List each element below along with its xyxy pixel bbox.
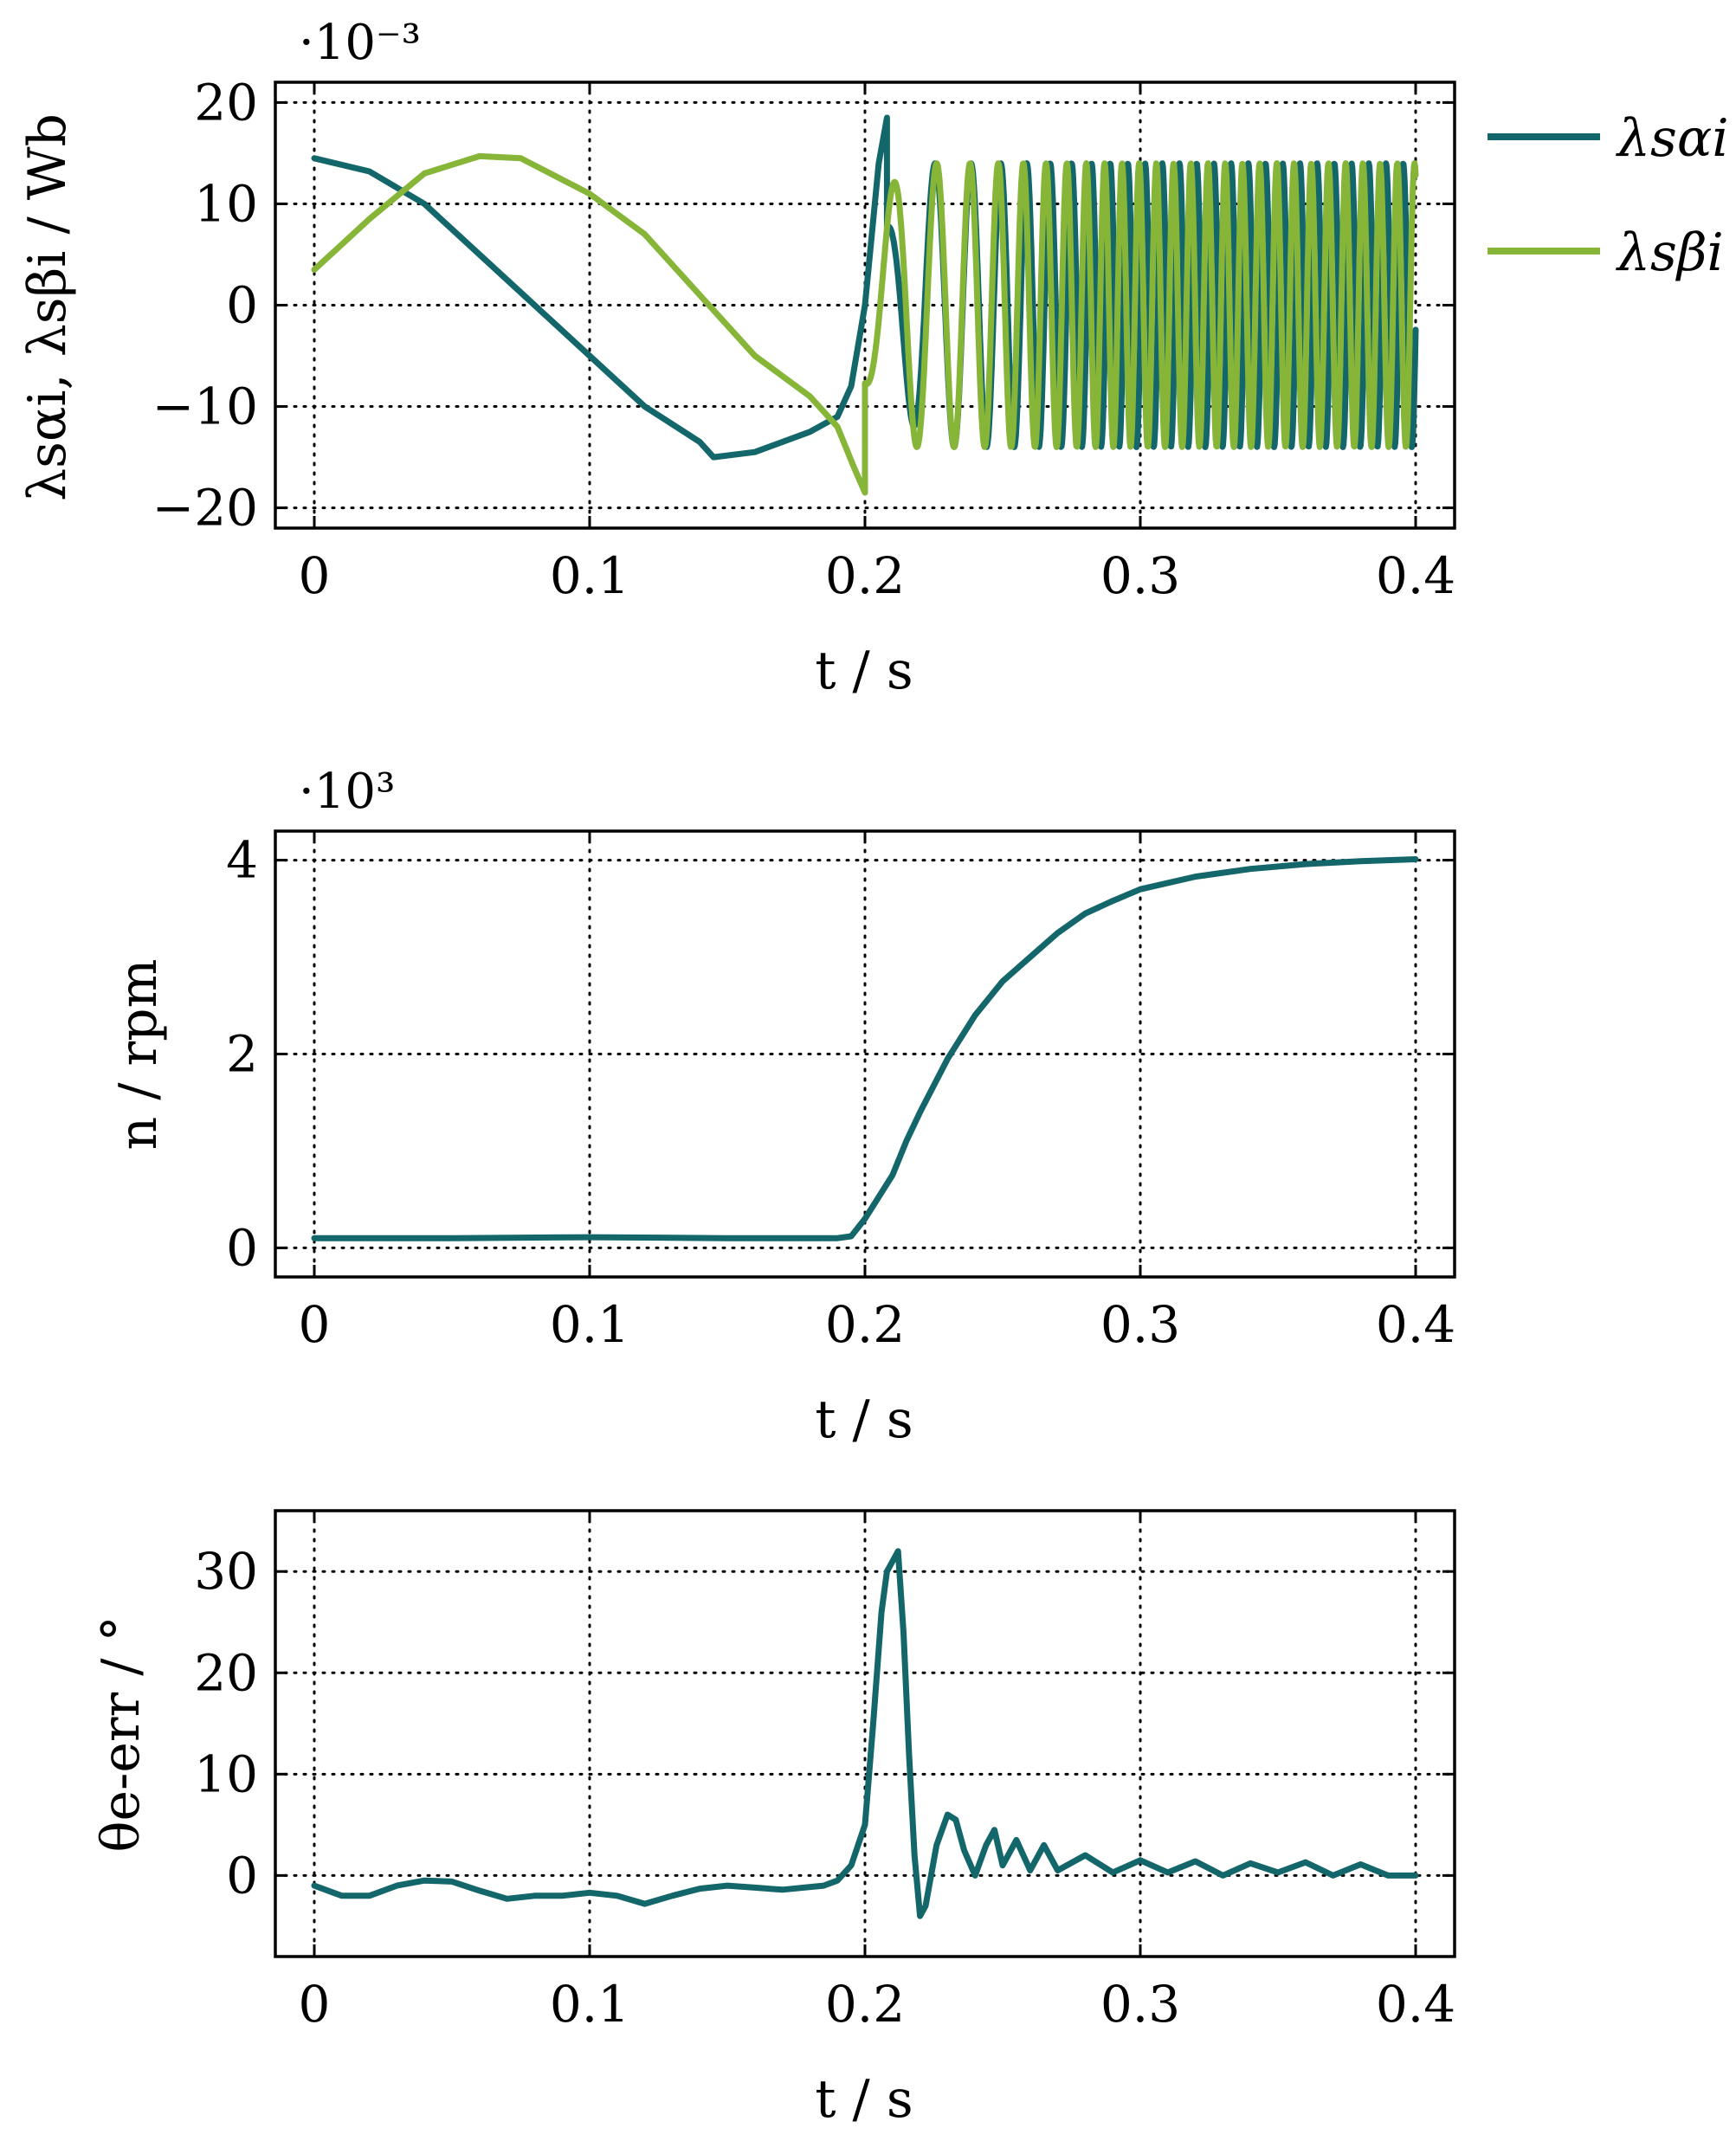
x-axis-label-speed: t / s xyxy=(815,1389,913,1450)
x-tick-label: 0.3 xyxy=(1100,1975,1180,2034)
y-tick-label: 4 xyxy=(226,831,258,890)
x-tick-label: 0.1 xyxy=(550,1975,629,2034)
y-tick-label: −10 xyxy=(152,377,258,436)
ticks-speed: 0 0.1 0.2 0.3 0.4 0 2 4 xyxy=(226,831,1455,1354)
series-line xyxy=(311,856,1419,1241)
plot-area-angle-error xyxy=(311,1548,1419,1919)
ticks-flux: 0 0.1 0.2 0.3 0.4 −20 −10 0 10 20 xyxy=(152,73,1456,605)
series-line xyxy=(311,1548,1419,1919)
y-multiplier-speed: ·10³ xyxy=(299,764,396,820)
y-axis-label-speed: n / rpm xyxy=(108,959,169,1151)
ticks-angle-error: 0 0.1 0.2 0.3 0.4 0 10 20 30 xyxy=(194,1511,1455,2034)
y-tick-label: −20 xyxy=(152,479,258,538)
x-tick-label: 0.3 xyxy=(1100,546,1180,605)
y-tick-label: 10 xyxy=(194,174,258,233)
legend-label-alpha: λsαi xyxy=(1616,108,1729,169)
x-tick-label: 0.4 xyxy=(1376,546,1455,605)
grid-angle-error xyxy=(274,1509,1456,1958)
y-tick-label: 20 xyxy=(194,1643,258,1702)
x-axis-label-angle-error: t / s xyxy=(815,2069,913,2130)
x-tick-label: 0 xyxy=(299,546,331,605)
y-axis-label-flux: λsαi, λsβi / Wb xyxy=(17,113,78,501)
x-tick-label: 0.2 xyxy=(825,546,905,605)
x-tick-label: 0.4 xyxy=(1376,1295,1455,1354)
plot-area-flux xyxy=(311,114,1419,496)
legend-label-beta: λsβi xyxy=(1616,222,1724,283)
panel-flux: 0 0.1 0.2 0.3 0.4 −20 −10 0 10 20 ·10⁻³ λsαi, λsβ… xyxy=(17,15,1729,701)
y-tick-label: 0 xyxy=(226,1846,258,1905)
x-tick-label: 0.2 xyxy=(825,1975,905,2034)
y-multiplier-flux: ·10⁻³ xyxy=(299,15,421,71)
x-tick-label: 0 xyxy=(299,1975,331,2034)
x-tick-label: 0.2 xyxy=(825,1295,905,1354)
y-tick-label: 30 xyxy=(194,1542,258,1601)
x-tick-label: 0.4 xyxy=(1376,1975,1455,2034)
y-tick-label: 10 xyxy=(194,1744,258,1803)
x-tick-label: 0.1 xyxy=(550,546,629,605)
y-tick-label: 20 xyxy=(194,73,258,132)
legend: λsαi λsβi xyxy=(1488,108,1729,283)
x-tick-label: 0.3 xyxy=(1100,1295,1180,1354)
x-axis-label-flux: t / s xyxy=(815,641,913,701)
panel-angle-error: 0 0.1 0.2 0.3 0.4 0 10 20 30 θe-err / ° t / s xyxy=(91,1509,1456,2130)
y-axis-label-angle-error: θe-err / ° xyxy=(91,1615,152,1852)
y-tick-label: 0 xyxy=(226,276,258,335)
x-tick-label: 0.1 xyxy=(550,1295,629,1354)
panel-speed: 0 0.1 0.2 0.3 0.4 0 2 4 ·10³ n / rpm t / s xyxy=(108,764,1456,1450)
series-line-beta xyxy=(311,152,1419,496)
x-tick-label: 0 xyxy=(299,1295,331,1354)
y-tick-label: 2 xyxy=(226,1025,258,1084)
plot-area-speed xyxy=(311,856,1419,1241)
grid-speed xyxy=(274,829,1456,1279)
y-tick-label: 0 xyxy=(226,1218,258,1277)
